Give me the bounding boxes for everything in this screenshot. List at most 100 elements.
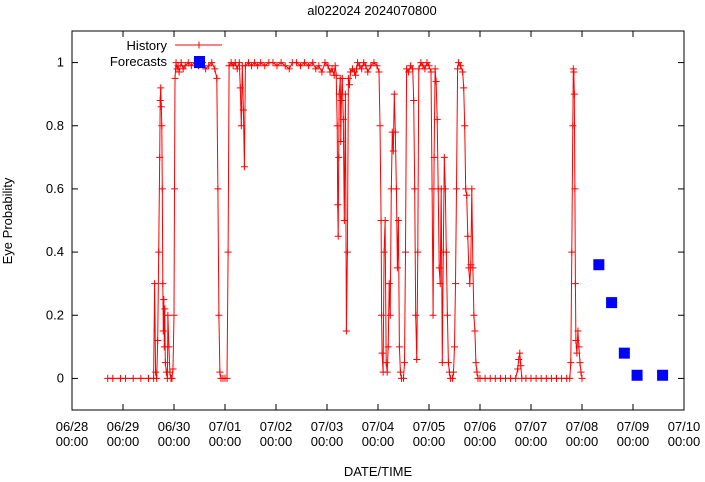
history-point-marker (364, 68, 372, 76)
history-point-marker (257, 59, 265, 67)
x-tick-label-time: 00:00 (515, 434, 548, 449)
history-point-marker (318, 68, 326, 76)
x-tick-label-time: 00:00 (107, 434, 140, 449)
history-point-marker (512, 374, 520, 382)
history-point-marker (442, 248, 450, 256)
history-point-marker (337, 96, 345, 104)
history-point-marker (515, 355, 523, 363)
history-point-marker (568, 248, 576, 256)
history-point-marker (164, 311, 172, 319)
history-point-marker (170, 311, 178, 319)
history-point-marker (223, 374, 231, 382)
history-point-marker (572, 337, 580, 345)
legend-label-history: History (127, 38, 168, 53)
forecast-point-marker (657, 369, 669, 381)
x-tick-label-time: 00:00 (209, 434, 242, 449)
history-point-marker (309, 59, 317, 67)
history-point-marker (410, 96, 418, 104)
history-point-marker (158, 185, 166, 193)
history-point-marker (378, 311, 386, 319)
history-point-marker (340, 217, 348, 224)
x-tick-label-date: 07/08 (566, 419, 599, 434)
history-point-marker (401, 359, 409, 367)
history-point-marker (251, 59, 259, 67)
history-point-marker (334, 201, 342, 209)
history-point-marker (214, 185, 222, 193)
history-point-marker (332, 71, 340, 79)
y-axis-label: Eye Probability (0, 177, 15, 264)
x-tick-label-time: 00:00 (464, 434, 497, 449)
x-tick-label-date: 07/02 (260, 419, 293, 434)
history-point-marker (433, 115, 441, 123)
history-point-marker (451, 343, 458, 351)
history-point-marker (211, 65, 219, 73)
history-point-marker (169, 365, 177, 373)
x-tick-label-date: 07/03 (311, 419, 344, 434)
history-point-marker (187, 62, 195, 70)
history-point-marker (157, 84, 165, 92)
history-point-marker (202, 65, 210, 73)
history-point-marker (384, 343, 392, 351)
x-tick-label-date: 07/04 (362, 419, 395, 434)
history-point-marker (312, 65, 320, 73)
history-point-marker (241, 62, 249, 70)
history-point-marker (239, 106, 247, 114)
history-point-marker (166, 368, 174, 376)
x-tick-label-date: 06/28 (56, 419, 89, 434)
history-point-marker (575, 343, 583, 351)
history-point-marker (184, 59, 192, 67)
history-point-marker (342, 327, 350, 335)
history-point-marker (382, 359, 390, 367)
history-point-marker (453, 185, 461, 193)
x-tick-label-time: 00:00 (668, 434, 701, 449)
y-tick-label: 1 (57, 55, 64, 70)
history-point-marker (413, 355, 421, 363)
history-point-marker (277, 59, 285, 67)
history-point-marker (213, 74, 221, 82)
history-point-marker (516, 349, 524, 357)
history-point-marker (343, 248, 351, 256)
history-point-marker (335, 153, 343, 161)
history-point-marker (155, 248, 163, 256)
history-point-marker (160, 295, 168, 303)
history-point-marker (376, 122, 384, 130)
history-point-marker (168, 374, 176, 382)
history-point-marker (337, 138, 345, 146)
history-point-marker (425, 62, 433, 70)
history-point-marker (470, 311, 478, 319)
history-point-marker (281, 62, 289, 70)
history-point-marker (181, 62, 189, 70)
history-point-marker (472, 359, 480, 367)
history-point-marker (566, 374, 574, 382)
forecast-point-marker (606, 297, 618, 309)
history-point-marker (415, 65, 423, 73)
history-point-marker (375, 68, 383, 76)
history-point-marker (333, 122, 341, 130)
history-point-marker (389, 147, 397, 155)
history-point-marker (215, 311, 223, 319)
history-point-marker (153, 374, 161, 382)
history-point-marker (428, 185, 436, 193)
history-point-marker (335, 90, 343, 98)
history-point-marker (208, 59, 216, 67)
history-point-marker (578, 374, 586, 382)
x-tick-label-time: 00:00 (617, 434, 650, 449)
history-point-marker (394, 217, 402, 224)
history-point-marker (430, 153, 438, 161)
history-point-marker (429, 311, 437, 319)
history-point-marker (440, 153, 448, 161)
history-point-marker (380, 248, 388, 256)
history-point-marker (444, 359, 452, 367)
history-point-marker (570, 68, 578, 76)
history-point-marker (296, 62, 304, 70)
history-point-marker (157, 103, 165, 111)
history-point-marker (122, 374, 130, 382)
history-point-marker (427, 68, 435, 76)
history-point-marker (412, 311, 420, 319)
legend-label-forecasts: Forecasts (110, 54, 168, 69)
history-point-marker (254, 62, 262, 70)
x-tick-label-date: 07/01 (209, 419, 242, 434)
x-tick-label-time: 00:00 (413, 434, 446, 449)
history-point-marker (269, 59, 277, 67)
history-point-marker (443, 311, 451, 319)
